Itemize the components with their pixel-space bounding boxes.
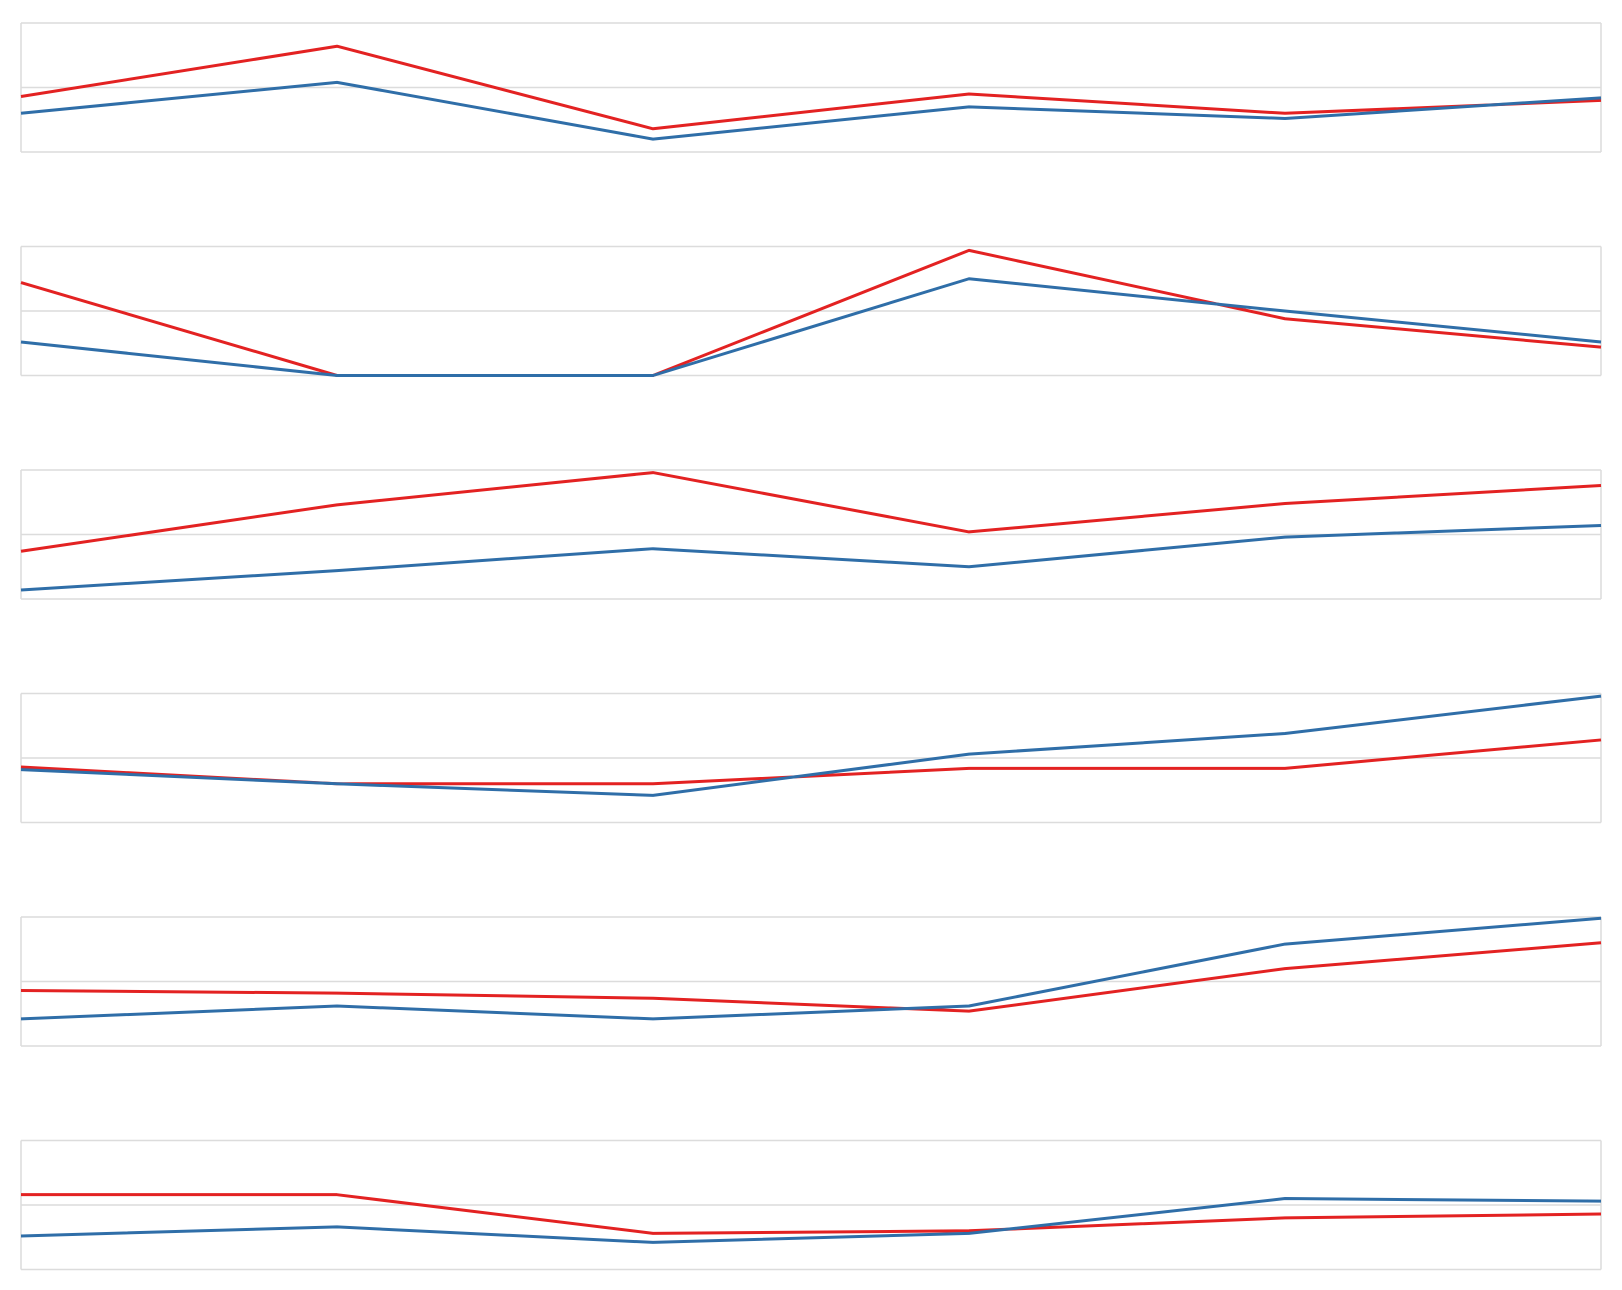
series-line xyxy=(20,248,1602,377)
series-line xyxy=(20,471,1602,553)
series-line xyxy=(20,1197,1602,1244)
series-line xyxy=(20,523,1602,592)
series-line xyxy=(20,80,1602,141)
series-line xyxy=(20,738,1602,786)
series-line xyxy=(20,44,1602,131)
series-line xyxy=(21,1193,1602,1235)
series-line xyxy=(20,277,1602,377)
series-line xyxy=(20,916,1602,1021)
series-line xyxy=(20,941,1602,1013)
series-line xyxy=(20,694,1602,797)
